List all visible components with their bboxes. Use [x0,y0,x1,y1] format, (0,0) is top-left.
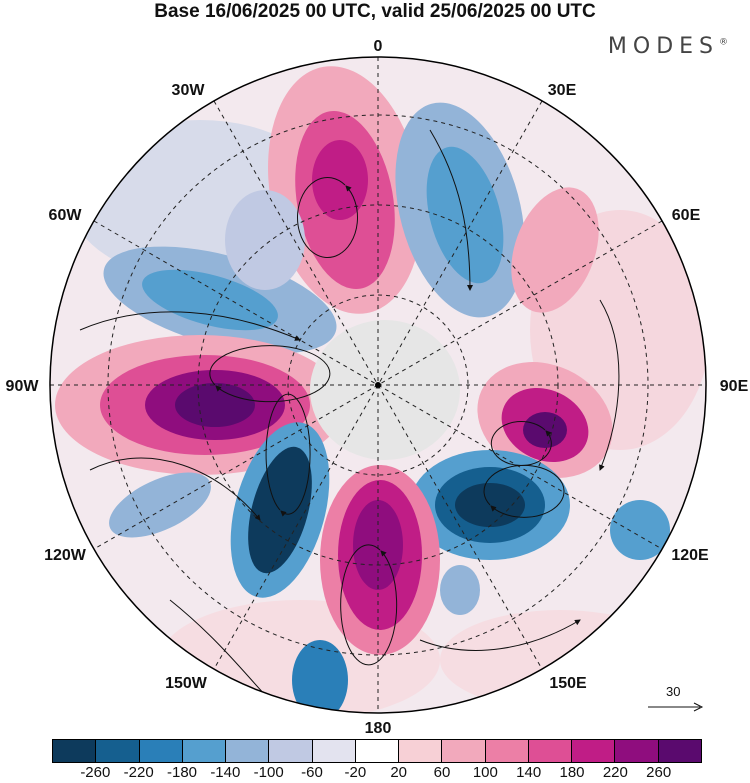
colorbar-tick-label: 140 [516,764,542,781]
colorbar-swatch [484,740,528,762]
lon-label-60e: 60E [672,207,701,224]
pole-marker [375,382,381,388]
colorbar-swatch [657,740,701,762]
colorbar-tick-label: -260 [80,764,111,781]
colorbar-tick-label: -180 [166,764,198,781]
colorbar-tick-label: 260 [646,764,672,781]
lon-label-120e: 120E [671,547,709,564]
vector-arrow-icon [648,702,704,712]
colorbar-swatch [527,740,572,762]
colorbar-tick-label: -220 [123,764,154,781]
colorbar-swatch [571,740,615,762]
lon-label-60w: 60W [49,207,83,224]
modes-logo: MODES® [608,34,728,59]
colorbar-swatch [181,740,226,762]
colorbar-tick-label: 20 [390,764,407,781]
map-title: Base 16/06/2025 00 UTC, valid 25/06/2025… [154,1,596,22]
reference-vector: 30 [646,684,706,714]
colorbar-tick-label: 220 [602,764,628,781]
lon-label-150w: 150W [165,675,208,692]
colorbar-tick-label: -140 [210,764,241,781]
lon-label-30e: 30E [548,82,577,99]
colorbar-swatch [614,740,658,762]
map-border [49,56,707,714]
reference-vector-value: 30 [666,684,681,699]
colorbar-tick-label: -20 [344,764,367,781]
colorbar-swatch [225,740,269,762]
colorbar-swatch [95,740,139,762]
colorbar-swatch [53,740,96,762]
registered-mark: ® [719,37,728,48]
colorbar-tick-label: -100 [253,764,284,781]
lon-label-180: 180 [365,720,392,737]
lon-label-90e: 90E [720,378,749,395]
colorbar-swatch [311,740,355,762]
brand-text: MODES [607,34,719,59]
colorbar-tick-label: -60 [301,764,323,781]
lon-label-150e: 150E [549,675,587,692]
colorbar-swatch [398,740,442,762]
colorbar-tick-label: 60 [433,764,451,781]
lon-label-120w: 120W [44,547,87,564]
colorbar-tick-label: 180 [559,764,585,781]
colorbar-tick-label: 100 [472,764,498,781]
lon-label-30w: 30W [172,82,206,99]
antarctica [310,320,460,460]
lon-label-90w: 90W [6,378,40,395]
colorbar-swatch [138,740,182,762]
colorbar [52,739,702,763]
lon-label-0: 0 [374,38,383,55]
colorbar-swatch [354,740,399,762]
colorbar-ticks: -260 -220 -180 -140 -100 -60 -20 20 60 100 140 180 2… [0,764,750,782]
colorbar-swatch [441,740,485,762]
colorbar-swatch [268,740,312,762]
